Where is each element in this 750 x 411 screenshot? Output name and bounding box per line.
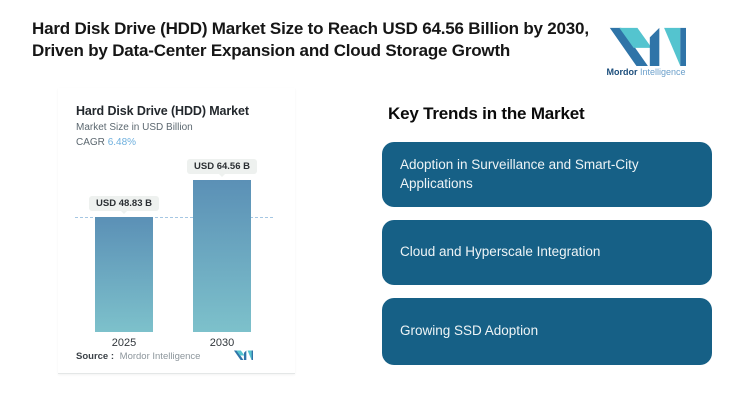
- trend-card-surveillance: Adoption in Surveillance and Smart-City …: [382, 142, 712, 207]
- bar-chart: USD 48.83 B USD 64.56 B 2025 2030: [58, 88, 295, 349]
- brand-name-secondary: Intelligence: [639, 67, 686, 77]
- reference-dashed-line: [75, 217, 273, 218]
- cagr-label: CAGR: [76, 137, 105, 148]
- market-chart-card: Hard Disk Drive (HDD) Market Market Size…: [58, 88, 295, 374]
- bar-2030: [193, 180, 251, 332]
- bar-2025: [95, 217, 153, 332]
- page-title: Hard Disk Drive (HDD) Market Size to Rea…: [32, 19, 589, 60]
- trend-card-label: Growing SSD Adoption: [400, 323, 539, 339]
- key-trends-heading: Key Trends in the Market: [388, 104, 585, 123]
- trend-card-cloud-hyperscale: Cloud and Hyperscale Integration: [382, 220, 712, 285]
- bar-value-label-2030: USD 64.56 B: [187, 159, 257, 174]
- source-label: Source :: [76, 351, 115, 362]
- brand-logo: Mordor Intelligence: [604, 26, 688, 77]
- source-value: Mordor Intelligence: [119, 351, 201, 362]
- x-axis-label-2025: 2025: [111, 337, 137, 349]
- mordor-intelligence-logo-icon: [609, 27, 686, 66]
- trend-card-label: Cloud and Hyperscale Integration: [400, 244, 601, 260]
- cagr-value: 6.48%: [107, 137, 137, 148]
- cagr-row: CAGR 6.48%: [76, 137, 136, 148]
- x-axis-label-2030: 2030: [209, 337, 235, 349]
- brand-name: Mordor Intelligence: [604, 67, 688, 77]
- bar-value-label-2025: USD 48.83 B: [89, 196, 159, 211]
- trend-card-label: Adoption in Surveillance and Smart-City …: [400, 156, 639, 191]
- source-row: Source : Mordor Intelligence: [76, 351, 200, 362]
- mordor-intelligence-mini-logo-icon: [233, 350, 253, 360]
- trend-card-ssd-adoption: Growing SSD Adoption: [382, 298, 712, 365]
- chart-subtitle: Market Size in USD Billion: [76, 122, 193, 133]
- chart-title: Hard Disk Drive (HDD) Market: [76, 104, 249, 118]
- brand-name-primary: Mordor: [606, 67, 638, 77]
